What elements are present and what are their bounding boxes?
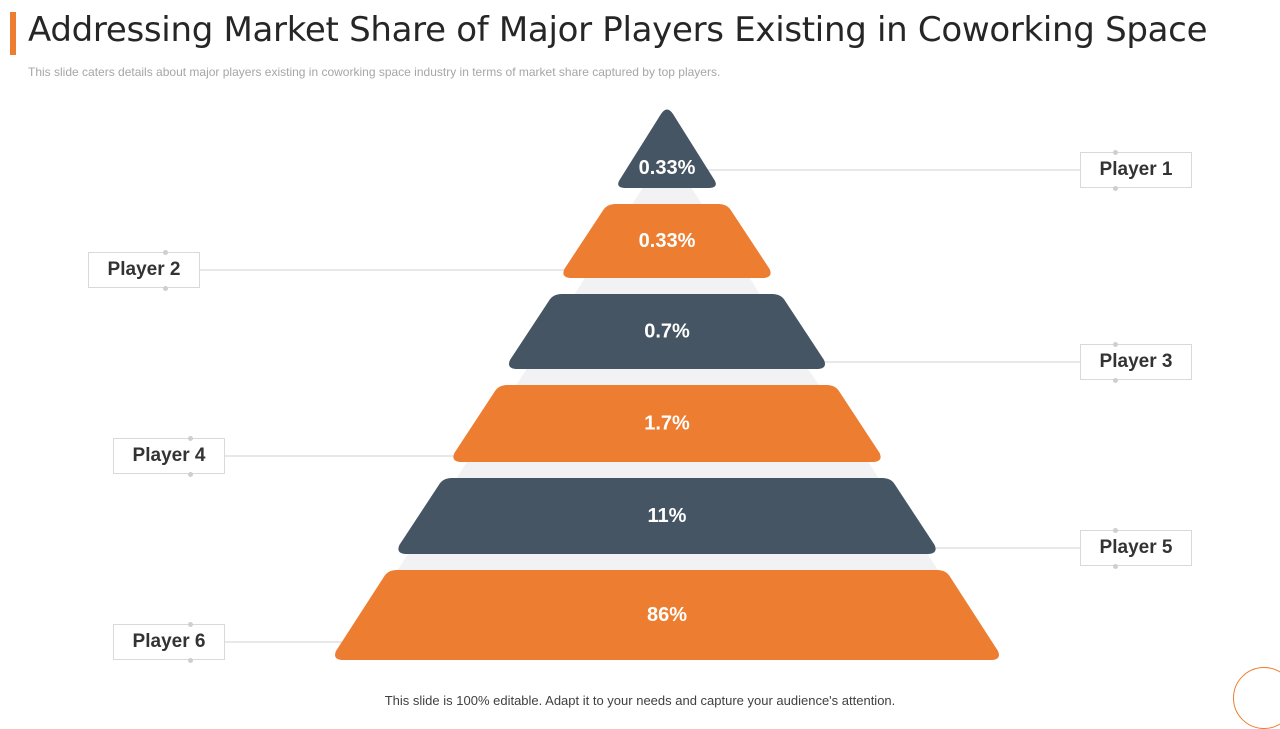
label-dot-1-1 (1112, 149, 1118, 155)
label-dot-2-2 (162, 285, 168, 291)
label-dot-3-1 (1112, 341, 1118, 347)
pyramid-tier-3 (508, 294, 826, 369)
label-dot-4-1 (187, 435, 193, 441)
player-label-1: Player 1 (1080, 152, 1192, 188)
pyramid-tier-1 (618, 109, 716, 188)
tier-value-2: 0.33% (639, 230, 696, 252)
label-dot-5-1 (1112, 527, 1118, 533)
connector-lines (200, 169, 1080, 643)
label-dot-3-2 (1112, 377, 1118, 383)
player-label-2: Player 2 (88, 252, 200, 288)
tier-value-6: 86% (647, 604, 687, 626)
label-dot-1-2 (1112, 185, 1118, 191)
pyramid-tiers: 0.33% 0.33% 0.7% 1.7% 11% 86% (335, 109, 999, 660)
label-dot-4-2 (187, 471, 193, 477)
page-subtitle: This slide caters details about major pl… (28, 65, 721, 79)
tier-value-5: 11% (648, 505, 687, 527)
player-label-6: Player 6 (113, 624, 225, 660)
tier-value-3: 0.7% (644, 321, 690, 343)
pyramid-tier-5 (398, 478, 936, 554)
title-accent-bar (10, 12, 16, 55)
label-dot-5-2 (1112, 563, 1118, 569)
pyramid-tier-2 (563, 204, 771, 278)
footer-note: This slide is 100% editable. Adapt it to… (384, 693, 896, 708)
tier-value-1: 0.33% (639, 157, 696, 179)
label-dot-6-1 (187, 621, 193, 627)
pyramid-tier-6 (335, 570, 999, 660)
page-title: Addressing Market Share of Major Players… (28, 10, 1208, 50)
label-dot-2-1 (162, 249, 168, 255)
player-label-4: Player 4 (113, 438, 225, 474)
pyramid-tier-4 (453, 385, 881, 462)
label-dot-6-2 (187, 657, 193, 663)
player-label-3: Player 3 (1080, 344, 1192, 380)
tier-value-4: 1.7% (644, 413, 690, 435)
player-label-5: Player 5 (1080, 530, 1192, 566)
